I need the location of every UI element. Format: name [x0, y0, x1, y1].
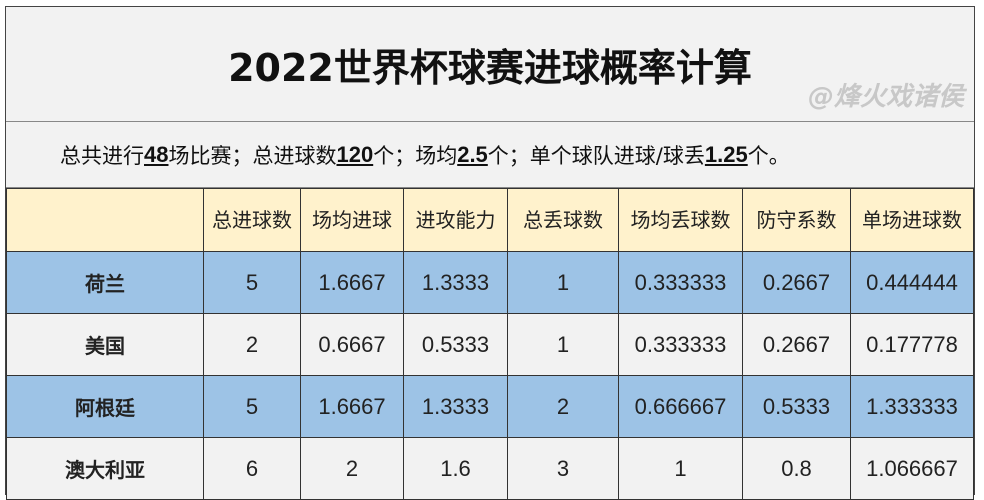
column-header [6, 188, 204, 252]
column-header: 单场进球数 [850, 188, 974, 252]
header-row: 总进球数 场均进球 进攻能力 总丢球数 场均丢球数 防守系数 单场进球数 [6, 188, 974, 252]
table-cell: 0.5333 [403, 313, 508, 376]
goals-count: 120 [336, 141, 374, 167]
summary-text: 个；单个球队进球/球丢 [487, 143, 705, 168]
table-cell: 0.5333 [742, 375, 851, 438]
table-cell: 0.333333 [618, 313, 743, 376]
table-row: 澳大利亚 6 2 1.6 3 1 0.8 1.066667 [6, 437, 974, 500]
table-cell: 5 [203, 375, 301, 438]
title-area: 2022世界杯球赛进球概率计算 @烽火戏诸侯 [6, 7, 974, 122]
column-header: 总进球数 [203, 188, 301, 252]
avg-goals: 2.5 [457, 141, 488, 167]
table-cell: 1 [507, 313, 619, 376]
column-header: 场均进球 [300, 188, 404, 252]
sheet: 2022世界杯球赛进球概率计算 @烽火戏诸侯 总共进行 48 场比赛；总进球数 120… [5, 6, 975, 500]
table-cell: 1.6667 [300, 375, 404, 438]
table-cell: 0.666667 [618, 375, 743, 438]
column-header: 防守系数 [742, 188, 851, 252]
table-cell: 1 [507, 251, 619, 314]
table-cell: 1.6 [403, 437, 508, 500]
team-name: 阿根廷 [6, 375, 204, 438]
summary-line: 总共进行 48 场比赛；总进球数 120 个；场均 2.5 个；单个球队进球/球丢 1.25 个… [6, 122, 974, 188]
table-cell: 1.6667 [300, 251, 404, 314]
table-cell: 1.3333 [403, 251, 508, 314]
summary-text: 场比赛；总进球数 [168, 143, 337, 168]
table-cell: 2 [203, 313, 301, 376]
team-avg: 1.25 [704, 141, 748, 167]
table-cell: 0.177778 [850, 313, 974, 376]
table-cell: 2 [300, 437, 404, 500]
table-cell: 0.444444 [850, 251, 974, 314]
table-cell: 0.333333 [618, 251, 743, 314]
table-cell: 0.8 [742, 437, 851, 500]
summary-text: 个；场均 [373, 143, 458, 168]
table-row: 阿根廷 5 1.6667 1.3333 2 0.666667 0.5333 1.333333 [6, 375, 974, 438]
column-header: 总丢球数 [507, 188, 619, 252]
watermark: @烽火戏诸侯 [807, 82, 964, 112]
team-name: 荷兰 [6, 251, 204, 314]
table-cell: 0.6667 [300, 313, 404, 376]
column-header: 场均丢球数 [618, 188, 743, 252]
team-name: 美国 [6, 313, 204, 376]
summary-text: 总共进行 [60, 143, 144, 168]
page-title: 2022世界杯球赛进球概率计算 [228, 45, 752, 90]
stats-table: 总进球数 场均进球 进攻能力 总丢球数 场均丢球数 防守系数 单场进球数 荷兰 5 1.6667 1… [6, 188, 974, 500]
table-cell: 1.3333 [403, 375, 508, 438]
table-cell: 1.066667 [850, 437, 974, 500]
column-header: 进攻能力 [403, 188, 508, 252]
table-cell: 0.2667 [742, 313, 851, 376]
table-cell: 0.2667 [742, 251, 851, 314]
summary-text: 个。 [747, 143, 790, 168]
table-row: 荷兰 5 1.6667 1.3333 1 0.333333 0.2667 0.444444 [6, 251, 974, 314]
table-cell: 5 [203, 251, 301, 314]
team-name: 澳大利亚 [6, 437, 204, 500]
table-cell: 1.333333 [850, 375, 974, 438]
table-cell: 3 [507, 437, 619, 500]
table-row: 美国 2 0.6667 0.5333 1 0.333333 0.2667 0.177778 [6, 313, 974, 376]
games-count: 48 [144, 141, 169, 167]
table-cell: 6 [203, 437, 301, 500]
table-cell: 2 [507, 375, 619, 438]
table-cell: 1 [618, 437, 743, 500]
